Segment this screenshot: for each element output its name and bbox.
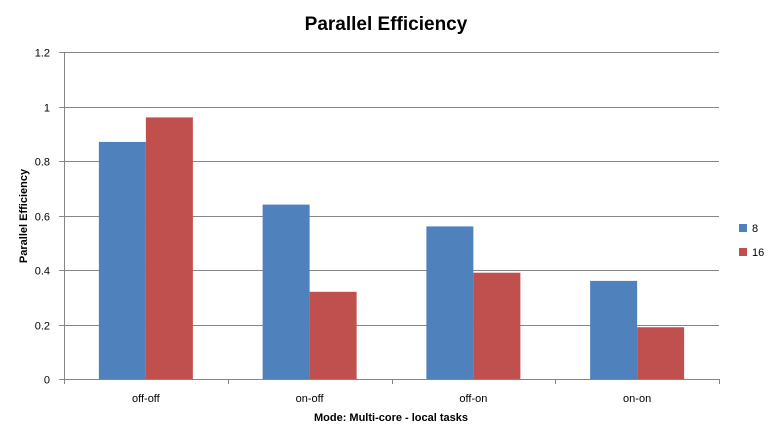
legend: 8 16	[739, 223, 764, 259]
y-tick-labels: 0 0.2 0.4 0.6 0.8 1 1.2	[35, 48, 50, 387]
y-tick-label: 0	[44, 375, 50, 387]
bar-8-on-off	[262, 204, 310, 379]
legend-label-16: 16	[752, 247, 764, 259]
x-axis-label: Mode: Multi-core - local tasks	[314, 412, 468, 424]
y-axis-label: Parallel Efficiency	[18, 168, 30, 263]
chart-title: Parallel Efficiency	[305, 14, 468, 35]
legend-label-8: 8	[752, 223, 758, 235]
x-tick-label: off-off	[132, 393, 161, 405]
bar-8-off-on	[426, 226, 474, 379]
x-tick-label: off-on	[459, 393, 487, 405]
legend-swatch-8	[739, 224, 747, 232]
bars	[98, 117, 685, 380]
bar-16-off-off	[145, 117, 193, 380]
y-tick-label: 0.2	[35, 321, 50, 333]
bar-16-on-off	[309, 291, 357, 379]
bar-8-on-on	[590, 280, 638, 379]
legend-swatch-16	[739, 248, 747, 256]
bar-16-off-on	[473, 272, 521, 379]
y-tick-label: 0.8	[35, 157, 50, 169]
x-tick-label: on-on	[623, 393, 651, 405]
x-tick-label: on-off	[296, 393, 325, 405]
y-tick-label: 1	[44, 103, 50, 115]
y-tick-label: 0.6	[35, 212, 50, 224]
bar-16-on-on	[637, 327, 685, 379]
x-tick-labels: off-off on-off off-on on-on	[132, 393, 651, 405]
y-tick-label: 1.2	[35, 48, 50, 60]
y-tick-label: 0.4	[35, 266, 50, 278]
axes	[64, 52, 720, 384]
bar-8-off-off	[98, 141, 146, 379]
